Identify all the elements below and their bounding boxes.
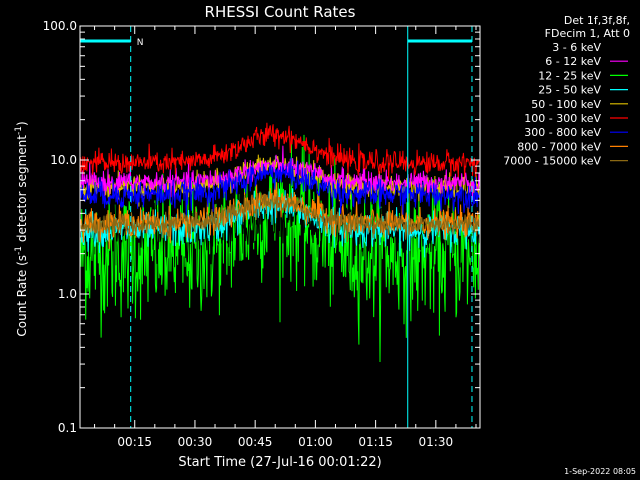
legend-label-1: 6 - 12 keV	[545, 55, 601, 68]
x-tick-label-3: 01:00	[298, 435, 333, 449]
y-axis-label: Count Rate (s-1 detector segment-1)	[14, 121, 29, 336]
saa-flag-label: N	[137, 38, 144, 48]
plot-frame	[79, 25, 481, 429]
legend-label-7: 800 - 7000 keV	[517, 140, 601, 153]
y-tick-label-2: 1.0	[58, 287, 77, 301]
legend-header-1: FDecim 1, Att 0	[545, 27, 630, 40]
y-tick-label-1: 10.0	[50, 153, 77, 167]
legend-label-8: 7000 - 15000 keV	[503, 155, 601, 168]
legend-label-4: 50 - 100 keV	[531, 98, 601, 111]
x-axis-label: Start Time (27-Jul-16 00:01:22)	[178, 455, 381, 470]
legend-label-6: 300 - 800 keV	[524, 126, 601, 139]
x-tick-label-1: 00:30	[178, 435, 213, 449]
x-tick-label-2: 00:45	[238, 435, 273, 449]
x-tick-label-4: 01:15	[358, 435, 393, 449]
legend-label-2: 12 - 25 keV	[538, 69, 601, 82]
legend-label-5: 100 - 300 keV	[524, 112, 601, 125]
series-line-6	[80, 157, 480, 216]
axes: 100.0 10.0 1.0 0.1 00:15 00:30 00:45 01:00 01:15…	[43, 19, 481, 449]
x-tick-label-0: 00:15	[117, 435, 152, 449]
x-tick-label-5: 01:30	[419, 435, 454, 449]
series-line-1	[80, 145, 480, 201]
legend-label-0: 3 - 6 keV	[552, 41, 601, 54]
y-tick-label-3: 0.1	[58, 421, 77, 435]
legend-label-3: 25 - 50 keV	[538, 84, 601, 97]
chart-title: RHESSI Count Rates	[205, 3, 356, 21]
plot-area: N	[80, 26, 480, 428]
series-line-5	[80, 122, 480, 180]
timestamp: 1-Sep-2022 08:05	[564, 467, 636, 476]
y-tick-label-0: 100.0	[43, 19, 77, 33]
legend-header-0: Det 1f,3f,8f,	[564, 14, 630, 27]
series-line-2	[80, 134, 480, 363]
series-line-8	[80, 192, 480, 243]
